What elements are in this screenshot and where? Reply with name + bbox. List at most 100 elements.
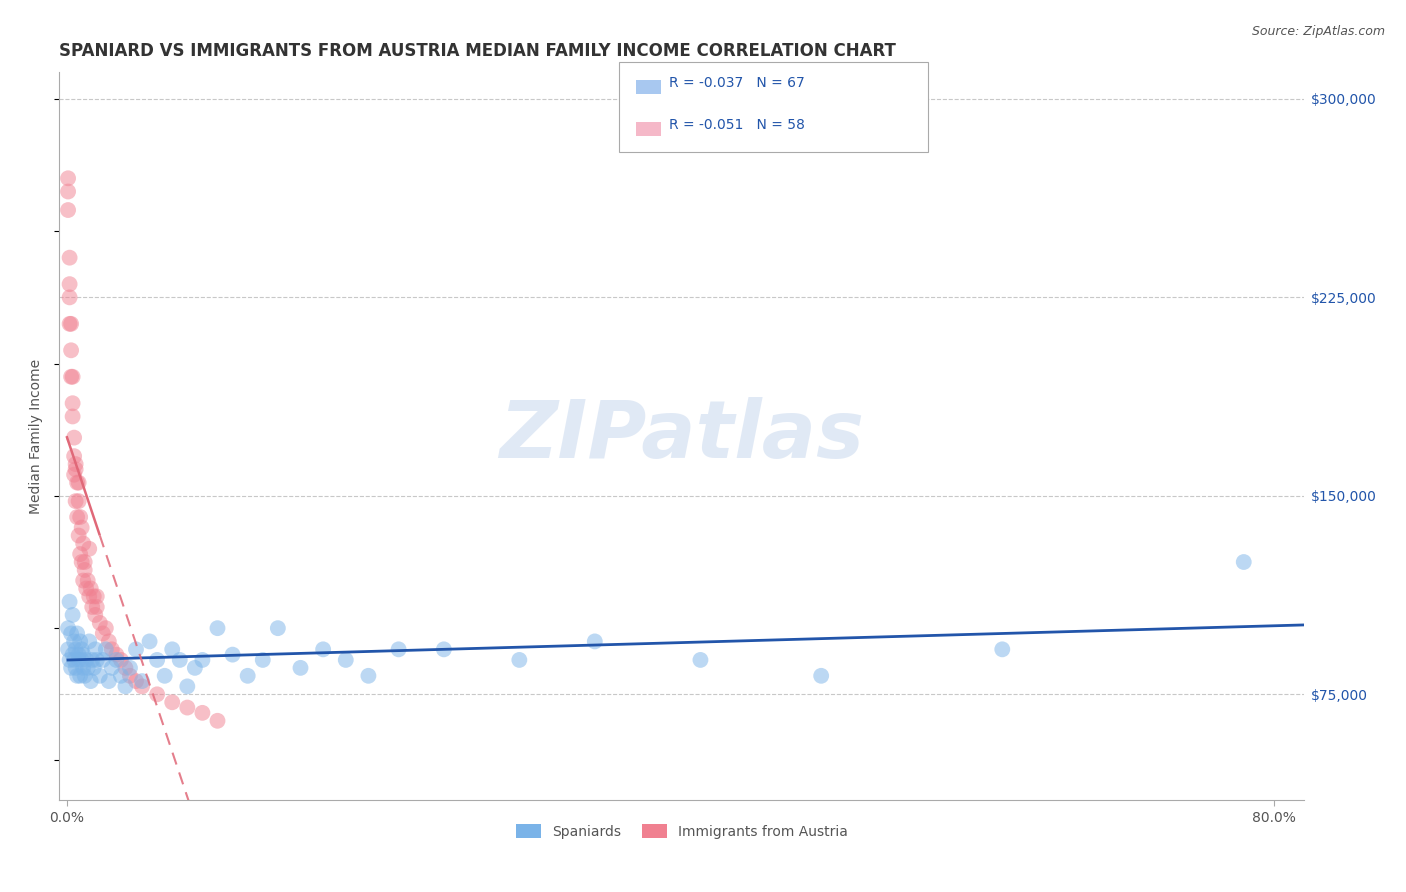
Point [191,706,214,720]
Point [62,607,84,622]
Point [583,634,606,648]
Point [76,661,98,675]
Point [991,642,1014,657]
Point [101,661,124,675]
Point [67,475,90,490]
Point [63,653,86,667]
Text: SPANIARD VS IMMIGRANTS FROM AUSTRIA MEDIAN FAMILY INCOME CORRELATION CHART: SPANIARD VS IMMIGRANTS FROM AUSTRIA MEDI… [59,42,896,60]
Point [153,669,176,683]
Point [83,590,105,604]
Point [1233,555,1256,569]
Point [72,661,94,675]
Point [83,661,105,675]
Point [105,648,128,662]
Point [62,369,84,384]
Point [114,679,136,693]
Point [67,528,90,542]
Point [131,674,153,689]
Point [114,661,136,675]
Point [69,510,91,524]
Point [56,185,79,199]
Point [97,634,120,648]
Point [63,634,86,648]
Point [110,653,132,667]
Point [89,669,111,683]
Point [72,648,94,662]
Point [67,648,90,662]
Point [110,669,132,683]
Point [56,621,79,635]
Point [176,679,198,693]
Point [94,642,117,657]
Point [191,653,214,667]
Point [63,467,86,482]
Point [125,674,148,689]
Point [69,669,91,683]
Point [69,634,91,648]
Point [118,661,141,675]
Point [58,653,80,667]
Point [86,653,108,667]
Point [267,621,290,635]
Point [56,642,79,657]
Point [66,669,89,683]
Point [689,653,711,667]
Point [76,574,98,588]
Point [357,669,380,683]
Point [252,653,274,667]
Text: R = -0.051   N = 58: R = -0.051 N = 58 [669,118,806,132]
Point [86,590,108,604]
Point [77,541,100,556]
Point [75,582,97,596]
Point [77,590,100,604]
Point [65,642,87,657]
Point [312,642,335,657]
Point [60,661,83,675]
Point [70,653,93,667]
Point [118,669,141,683]
Point [60,369,83,384]
Point [77,634,100,648]
Point [138,634,160,648]
Point [66,475,89,490]
Point [67,494,90,508]
Point [58,317,80,331]
Point [97,674,120,689]
Point [82,599,104,614]
Point [290,661,312,675]
Point [207,621,229,635]
Point [160,642,183,657]
Point [62,409,84,424]
Point [207,714,229,728]
Point [65,462,87,476]
Text: R = -0.037   N = 67: R = -0.037 N = 67 [669,76,806,90]
Point [63,431,86,445]
Point [169,653,191,667]
Text: ZIPatlas: ZIPatlas [499,397,865,475]
Point [335,653,357,667]
Point [65,494,87,508]
Point [508,653,530,667]
Point [73,563,96,577]
Point [91,653,114,667]
Point [125,642,148,657]
Point [66,510,89,524]
Point [58,290,80,304]
Point [60,343,83,358]
Point [82,653,104,667]
Point [80,582,103,596]
Point [58,277,80,292]
Point [58,595,80,609]
Point [84,607,107,622]
Point [94,621,117,635]
Y-axis label: Median Family Income: Median Family Income [30,359,44,514]
Point [84,642,107,657]
Point [221,648,243,662]
Point [70,642,93,657]
Point [388,642,411,657]
Point [62,396,84,410]
Point [58,251,80,265]
Point [67,653,90,667]
Point [105,653,128,667]
Point [72,536,94,550]
